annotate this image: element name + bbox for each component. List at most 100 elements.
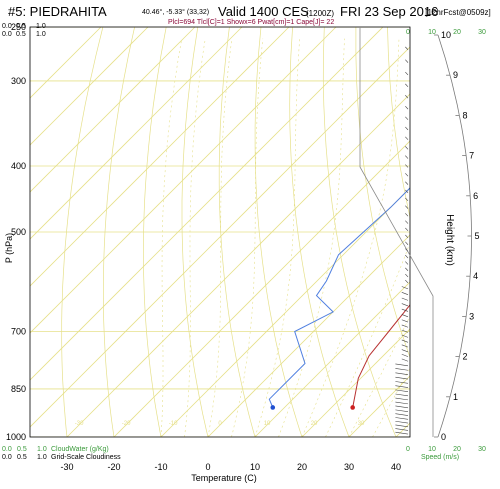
wind-barbs xyxy=(395,46,409,435)
wind-barb xyxy=(395,393,409,397)
cloud-tick-bot2-2: 1.0 xyxy=(37,454,47,461)
wind-barb xyxy=(401,308,409,312)
wind-barb xyxy=(405,106,409,110)
wind-barb xyxy=(405,227,409,232)
height-axis: 0 1 2 3 4 5 6 7 8 9 10 xyxy=(434,30,480,442)
moist-adiabat xyxy=(254,38,300,437)
temperature-axis-label: Temperature (C) xyxy=(191,473,257,483)
isotherm-label: -30 xyxy=(75,421,84,427)
station-title: #5: PIEDRAHITA xyxy=(8,4,107,19)
dry-adiabat xyxy=(289,27,350,437)
wind-barb xyxy=(395,401,409,405)
cloud-tick-top2-0: 0.0 xyxy=(2,31,12,38)
wind-barb xyxy=(405,181,409,185)
x-tick--30: -30 xyxy=(60,462,73,472)
speed-scale-bottom: 0 10 20 30 Speed (m/s) xyxy=(406,446,486,461)
cloud-tick-top2-2: 1.0 xyxy=(36,31,46,38)
x-tick-0: 0 xyxy=(205,462,210,472)
dry-adiabat xyxy=(355,27,410,359)
isotherm--70 xyxy=(30,27,290,287)
wind-barb xyxy=(395,405,409,409)
wind-barb xyxy=(405,220,409,224)
p-tick-700: 700 xyxy=(11,327,26,337)
data-layer xyxy=(268,187,410,410)
wind-barb xyxy=(401,334,409,338)
wind-barb xyxy=(405,279,409,284)
wind-barb xyxy=(401,292,409,295)
x-tick-10: 10 xyxy=(250,462,260,472)
valid-zulu: (1200Z) xyxy=(306,9,334,18)
speed-tick-bot-0: 0 xyxy=(406,446,410,453)
surface-temp-dot xyxy=(350,405,355,410)
dry-adiabat xyxy=(61,27,104,437)
x-tick--20: -20 xyxy=(107,462,120,472)
wind-barb xyxy=(401,297,409,301)
wind-barb xyxy=(405,205,409,209)
x-tick-20: 20 xyxy=(297,462,307,472)
speed-scale-top: 0 10 20 30 xyxy=(406,29,486,36)
isotherm--60 xyxy=(30,27,337,334)
moist-adiabat xyxy=(325,241,410,437)
height-label-7: 7 xyxy=(469,151,474,161)
moist-adiabat xyxy=(278,38,345,437)
isotherm-label: 20 xyxy=(311,421,318,427)
dry-adiabat xyxy=(254,27,303,437)
height-label-6: 6 xyxy=(473,191,478,201)
isotherm-label: 30 xyxy=(358,421,365,427)
std-atmosphere-line xyxy=(359,27,434,437)
height-label-3: 3 xyxy=(469,311,474,321)
p-tick-850: 850 xyxy=(11,384,26,394)
p-tick-500: 500 xyxy=(11,227,26,237)
wind-barb xyxy=(401,303,409,307)
grid-layer: -30 -20 -10 0 10 20 30 xyxy=(30,27,500,437)
cloud-tick-top-1: 0.5 xyxy=(16,23,26,30)
wind-barb xyxy=(401,286,409,290)
wind-barb xyxy=(401,314,409,318)
wind-barb xyxy=(401,344,409,348)
cloudwater-label: CloudWater (g/Kg) xyxy=(51,446,109,453)
cloud-tick-bot2-0: 0.0 xyxy=(2,454,12,461)
dry-adiabat xyxy=(387,27,410,219)
speed-label: Speed (m/s) xyxy=(421,454,459,461)
isotherm--110 xyxy=(30,27,102,99)
wind-barb xyxy=(405,71,409,76)
pressure-axis: 250 300 400 500 700 850 1000 xyxy=(6,22,26,442)
height-label-9: 9 xyxy=(453,70,458,80)
wind-barb xyxy=(405,261,409,265)
cloud-tick-bot2-1: 0.5 xyxy=(17,454,27,461)
moist-adiabat xyxy=(160,38,183,437)
wind-barb xyxy=(405,197,409,202)
wind-barb xyxy=(395,428,409,431)
x-tick-30: 30 xyxy=(344,462,354,472)
moist-adiabat xyxy=(184,38,206,437)
speed-tick-top-1: 10 xyxy=(428,29,436,36)
speed-tick-top-3: 30 xyxy=(478,29,486,36)
isotherm-label: -10 xyxy=(169,421,178,427)
cloud-tick-top2-1: 0.5 xyxy=(16,31,26,38)
height-label-8: 8 xyxy=(462,110,467,120)
p-tick-300: 300 xyxy=(11,76,26,86)
wind-barb xyxy=(395,424,409,428)
wind-barb xyxy=(405,155,409,159)
cloud-tick-bot-0: 0.0 xyxy=(2,446,12,453)
wind-barb xyxy=(405,173,409,177)
isotherm--10 xyxy=(160,187,410,437)
forecast-label: [12hrFcst@0509z] xyxy=(425,8,490,17)
dewpoint-line xyxy=(268,187,410,408)
wind-barb xyxy=(401,349,409,353)
wind-barb xyxy=(405,164,409,168)
wind-barb xyxy=(405,46,409,50)
moist-adiabat xyxy=(207,38,233,437)
wind-barb xyxy=(405,248,409,252)
height-label-0: 0 xyxy=(441,432,446,442)
wind-barb xyxy=(405,241,409,245)
wind-barb xyxy=(395,397,409,401)
dry-adiabat xyxy=(143,27,167,437)
height-label-10: 10 xyxy=(441,30,451,40)
station-coords: 40.46°, -5.33° (33,32) xyxy=(142,8,209,16)
wind-barb xyxy=(405,189,409,194)
dry-adiabat xyxy=(482,27,500,437)
wind-barb xyxy=(405,83,409,87)
